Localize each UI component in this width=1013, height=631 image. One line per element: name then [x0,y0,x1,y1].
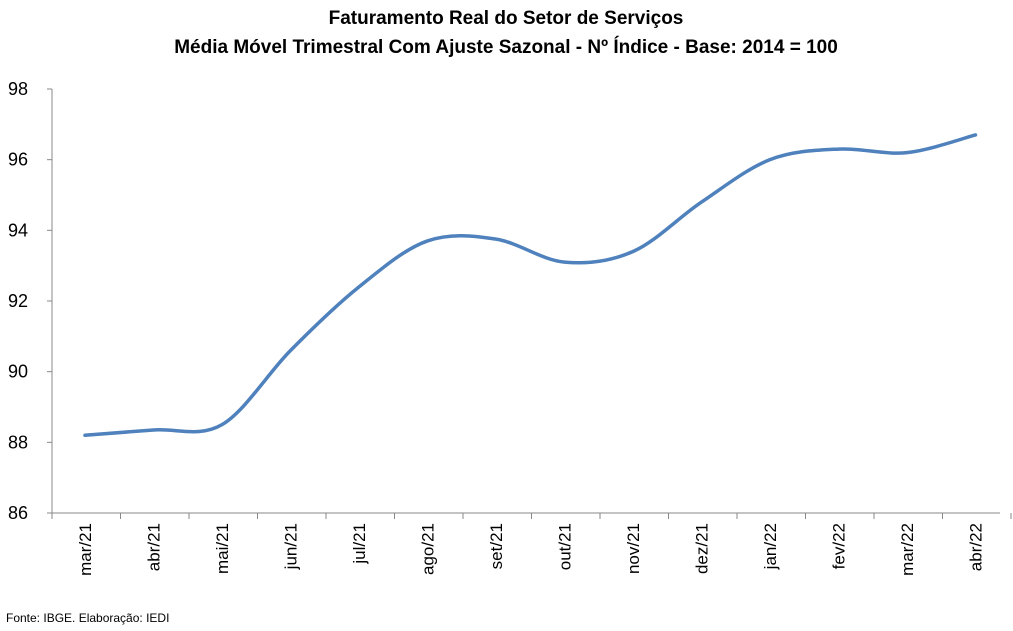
x-tick-label: nov/21 [624,523,643,574]
source-note: Fonte: IBGE. Elaboração: IEDI [6,611,170,625]
x-axis: mar/21 abr/21 mai/21 jun/21 jul/21 ago/21 set/… [51,512,1012,576]
y-tick-label: 98 [8,79,28,99]
y-tick-label: 94 [8,220,28,240]
y-tick-label: 86 [8,503,28,523]
x-tick-label: mar/21 [76,523,95,576]
x-tick-label: abr/21 [145,523,164,571]
y-axis: 86 88 90 92 94 96 98 [8,79,53,523]
series-line [83,133,978,438]
x-tick-label: mar/22 [898,523,917,576]
x-tick-label: fev/22 [830,523,849,569]
y-tick-label: 88 [8,432,28,452]
x-tick-label: jun/21 [282,523,301,570]
y-tick-label: 92 [8,291,28,311]
chart-subtitle: Média Móvel Trimestral Com Ajuste Sazona… [174,36,838,58]
x-tick-label: mai/21 [213,523,232,574]
x-tick-label: jan/22 [761,523,780,570]
y-tick-label: 96 [8,150,28,170]
series-layer [83,133,978,438]
chart-title: Faturamento Real do Setor de Serviços [329,8,684,29]
x-tick-label: jul/21 [350,523,369,565]
x-tick-label: abr/22 [967,523,986,571]
x-tick-label: out/21 [556,523,575,570]
x-tick-label: set/21 [487,523,506,569]
x-tick-label: ago/21 [419,523,438,575]
x-tick-label: dez/21 [693,523,712,574]
y-tick-label: 90 [8,362,28,382]
